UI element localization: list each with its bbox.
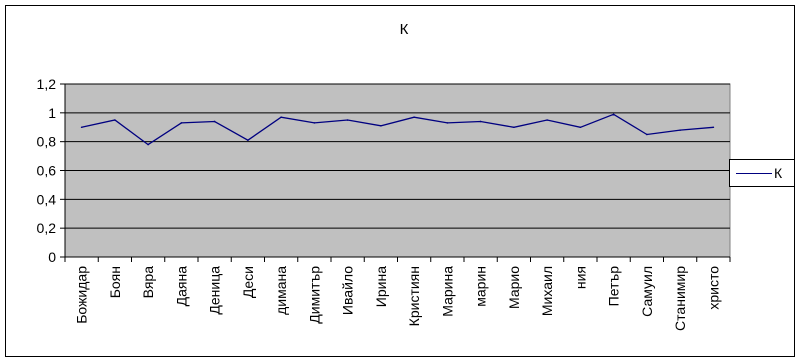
x-tick-label: ния <box>572 266 588 289</box>
y-tick-label: 0,2 <box>37 220 57 236</box>
gridlines <box>65 83 730 229</box>
x-tick-label: Станимир <box>672 266 688 331</box>
data-point <box>446 122 449 124</box>
data-point <box>413 116 415 118</box>
data-point <box>346 119 349 121</box>
x-tick-label: Марина <box>439 266 455 317</box>
y-axis: 0 0,2 0,4 0,6 0,8 1 1,2 <box>37 76 66 265</box>
x-tick-label: димана <box>273 266 289 315</box>
data-point <box>80 126 83 129</box>
data-point <box>114 119 116 121</box>
data-point <box>380 125 382 127</box>
data-point <box>479 120 482 123</box>
x-tick-label: Деница <box>207 266 223 315</box>
x-tick-label: Кристиян <box>406 266 422 326</box>
data-point <box>313 122 316 124</box>
data-point <box>180 122 183 124</box>
y-tick-label: 0,6 <box>37 163 57 179</box>
x-tick-label: Петър <box>606 266 622 307</box>
data-point <box>546 119 548 121</box>
x-axis: Божидар Боян Вяра Даяна Деница Деси димана Дими… <box>64 256 731 331</box>
legend: К <box>729 159 795 187</box>
data-point <box>612 113 615 116</box>
data-point <box>147 143 149 146</box>
legend-label: К <box>774 165 783 181</box>
series-line <box>81 113 714 146</box>
data-point <box>513 126 515 129</box>
x-tick-label: Боян <box>107 266 123 298</box>
legend-line-swatch <box>736 173 772 174</box>
chart-title: К <box>400 21 409 38</box>
x-tick-label: христо <box>705 266 721 310</box>
data-point <box>712 126 715 129</box>
x-tick-label: Ивайло <box>340 266 356 315</box>
y-tick-label: 1,2 <box>37 76 57 92</box>
x-tick-label: Марио <box>506 266 522 309</box>
data-point <box>679 129 681 131</box>
x-tick-label: Вяра <box>140 266 156 299</box>
x-tick-label: Ирина <box>373 266 389 307</box>
x-tick-label: марин <box>473 266 489 307</box>
series-group <box>80 113 715 146</box>
y-tick-label: 1 <box>48 105 56 121</box>
x-tick-label: Деси <box>240 266 256 298</box>
x-tick-label: Михаил <box>539 266 555 316</box>
y-tick-label: 0 <box>48 249 56 265</box>
data-point <box>247 139 249 142</box>
data-point <box>213 120 216 123</box>
y-tick-label: 0,8 <box>37 134 57 150</box>
x-tick-label: Самуил <box>639 266 655 317</box>
data-point <box>646 133 648 136</box>
x-tick-label: Димитър <box>306 266 322 324</box>
data-point <box>280 116 282 118</box>
x-tick-label: Божидар <box>74 266 90 324</box>
x-tick-label: Даяна <box>173 266 189 307</box>
y-tick-label: 0,4 <box>37 191 57 207</box>
data-point <box>579 126 582 129</box>
